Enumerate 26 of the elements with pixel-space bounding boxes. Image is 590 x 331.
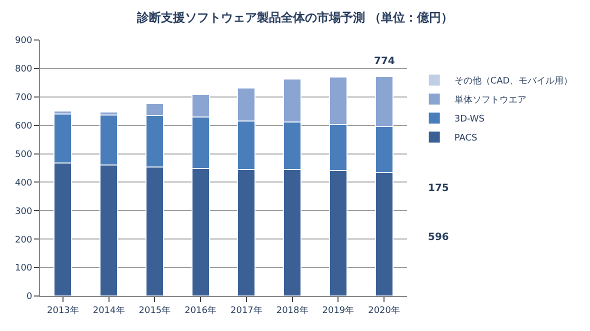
y-tick-label: 200 [15,235,32,246]
legend-label: 3D-WS [454,114,485,125]
y-tick-label: 300 [15,206,32,217]
x-tick-label: 2016年 [184,304,217,316]
x-tick-label: 2020年 [368,304,400,316]
legend-label: PACS [454,134,478,144]
y-tick-label: 700 [15,93,32,104]
y-tick-label: 900 [15,36,32,46]
chart-title: 診断支援ソフトウェア製品全体の市場予測 （単位：億円） [136,10,454,25]
annotation: 774 [374,56,395,67]
y-tick-label: 600 [15,121,32,132]
x-tick-label: 2018年 [276,304,308,316]
y-tick-label: 800 [15,64,32,75]
x-tick-label: 2014年 [92,304,125,316]
x-tick-label: 2019年 [322,304,354,316]
text: 596 [428,232,449,243]
y-tick-label: 0 [26,292,32,302]
y-tick-label: 500 [15,150,32,160]
x-tick-label: 2013年 [46,304,79,316]
x-tick-label: 2015年 [138,304,171,316]
x-tick-label: 2017年 [230,304,262,316]
text: 175 [428,183,449,194]
y-tick-label: 100 [15,264,32,274]
legend-label: その他（CAD、モバイル用） [454,76,573,87]
y-tick-label: 400 [15,178,32,188]
legend-label: 単体ソフトウエア [454,94,526,106]
